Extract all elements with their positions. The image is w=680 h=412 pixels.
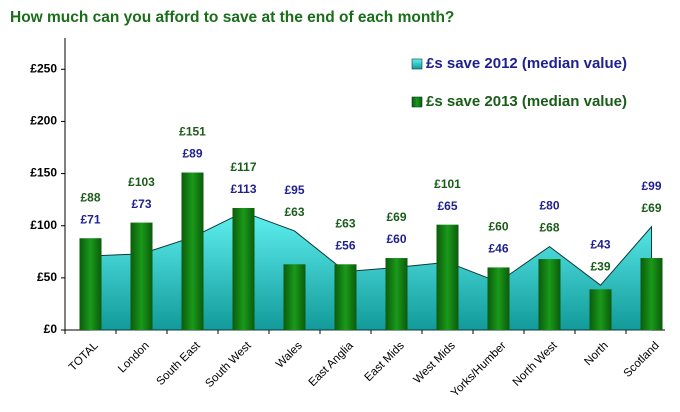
y-tick-label: £0 <box>44 322 58 336</box>
x-tick-label: North West <box>511 339 561 389</box>
value-label: £73 <box>131 197 151 211</box>
chart-title: How much can you afford to save at the e… <box>10 9 454 26</box>
value-label: £69 <box>386 210 406 224</box>
bar <box>436 224 459 330</box>
value-label: £88 <box>80 190 100 204</box>
value-label: £56 <box>335 238 355 252</box>
value-label: £101 <box>434 177 461 191</box>
value-label: £60 <box>488 220 508 234</box>
x-tick-label: South West <box>203 339 254 390</box>
y-tick-label: £50 <box>37 270 57 284</box>
value-label: £89 <box>182 147 202 161</box>
x-tick-label: East Anglia <box>307 339 357 389</box>
bar <box>283 264 306 330</box>
bar <box>640 258 663 330</box>
y-tick-label: £150 <box>30 166 57 180</box>
bar <box>79 238 102 330</box>
value-label: £39 <box>590 259 610 273</box>
x-tick-label: London <box>116 340 152 376</box>
value-label: £103 <box>128 175 155 189</box>
legend-swatch <box>411 58 423 70</box>
value-label: £63 <box>335 216 355 230</box>
legend-label: £s save 2012 (median value) <box>426 55 627 72</box>
legend-swatch <box>411 96 423 108</box>
value-label: £117 <box>230 160 256 174</box>
bar <box>232 207 255 330</box>
x-tick-label: Yorks/Humber <box>449 340 509 400</box>
x-tick-label: North <box>582 340 610 368</box>
bar <box>589 289 612 330</box>
x-tick-label: Scotland <box>622 340 662 380</box>
value-label: £60 <box>386 232 406 246</box>
value-label: £68 <box>539 221 559 235</box>
value-label: £151 <box>179 125 206 139</box>
bar <box>334 264 357 330</box>
value-label: £71 <box>80 212 100 226</box>
value-label: £69 <box>641 201 661 215</box>
y-tick-label: £200 <box>30 114 57 128</box>
value-label: £43 <box>590 237 610 251</box>
y-tick-label: £250 <box>30 61 57 75</box>
value-label: £95 <box>284 183 304 197</box>
value-label: £46 <box>488 242 508 256</box>
area <box>90 211 652 331</box>
value-label: £99 <box>641 179 661 193</box>
legend-label: £s save 2013 (median value) <box>426 93 627 110</box>
x-tick-label: East Mids <box>363 340 407 384</box>
value-label: £65 <box>437 199 457 213</box>
x-tick-label: South East <box>154 339 203 388</box>
value-label: £80 <box>539 199 559 213</box>
x-tick-label: TOTAL <box>67 339 101 373</box>
x-tick-label: West Mids <box>411 340 457 386</box>
bar <box>181 172 204 330</box>
bar <box>487 267 510 330</box>
bar <box>538 259 561 330</box>
value-label: £63 <box>284 205 304 219</box>
value-label: £113 <box>230 182 256 196</box>
bar <box>130 222 153 330</box>
x-tick-label: Wales <box>274 340 305 371</box>
bar <box>385 258 408 330</box>
y-tick-label: £100 <box>30 218 57 232</box>
